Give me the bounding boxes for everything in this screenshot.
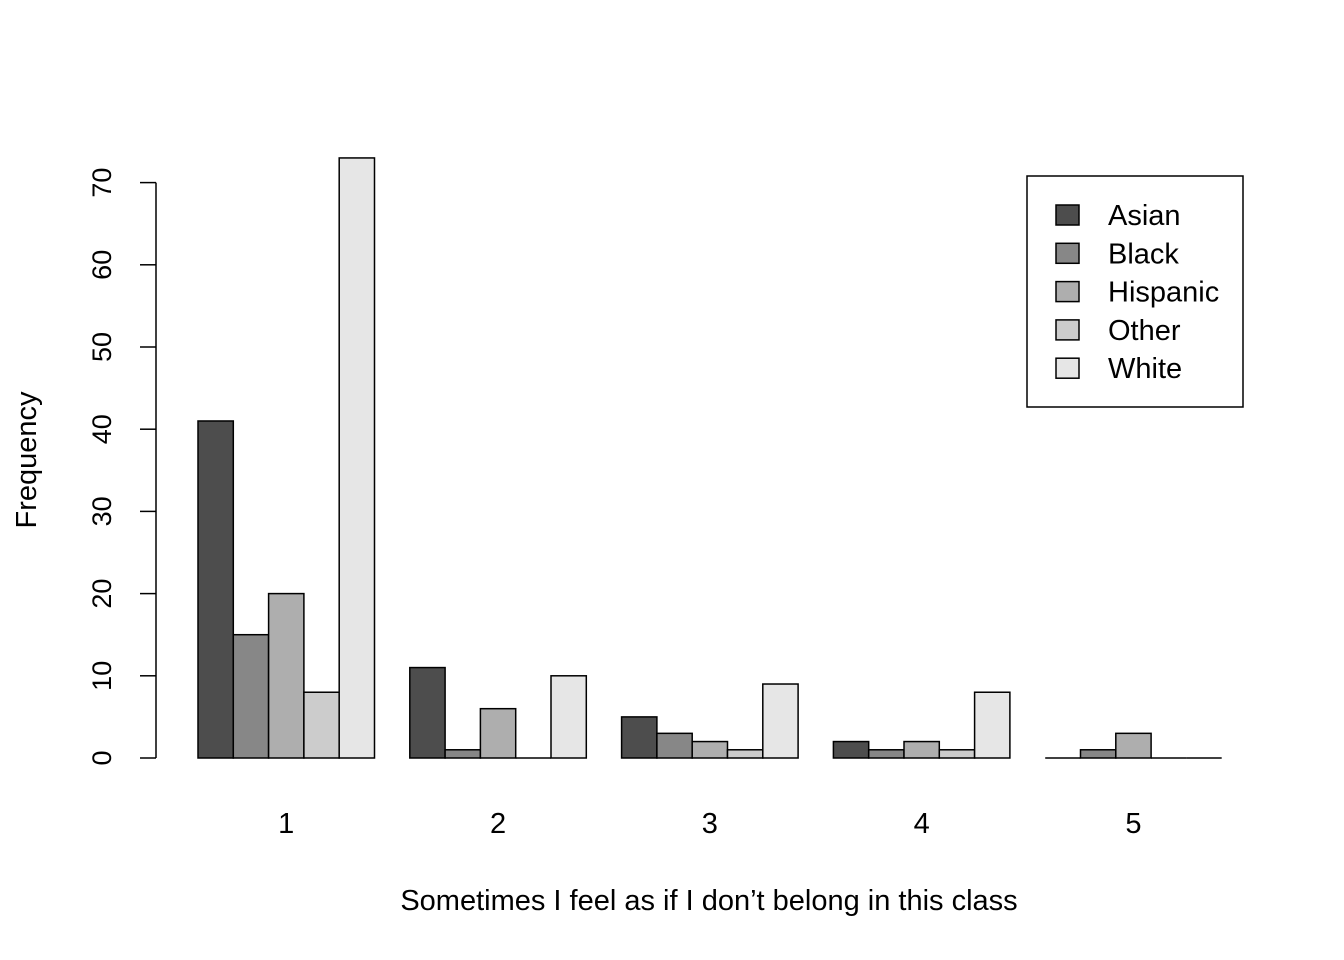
x-axis-label: Sometimes I feel as if I don’t belong in… bbox=[400, 885, 1017, 917]
legend-label-hispanic: Hispanic bbox=[1108, 277, 1219, 309]
legend-swatch-white bbox=[1055, 357, 1080, 379]
bar-asian-4 bbox=[832, 740, 870, 759]
bar-white-3 bbox=[762, 683, 799, 759]
bar-hispanic-5 bbox=[1115, 732, 1152, 759]
bar-hispanic-4 bbox=[903, 740, 941, 759]
x-tick-label: 3 bbox=[702, 808, 718, 840]
y-axis: 0 10 20 30 40 50 60 70 bbox=[87, 168, 157, 766]
bar-white-4 bbox=[973, 691, 1011, 759]
y-tick-label: 70 bbox=[87, 168, 117, 198]
y-tick-label: 20 bbox=[87, 579, 117, 609]
bar-other-4 bbox=[938, 749, 976, 759]
bar-other-3 bbox=[726, 749, 764, 759]
legend-swatch-hispanic bbox=[1055, 280, 1080, 303]
legend-label-white: White bbox=[1108, 353, 1182, 385]
bar-black-5 bbox=[1079, 749, 1117, 759]
legend-swatch-black bbox=[1055, 242, 1080, 265]
bar-hispanic-1 bbox=[267, 592, 305, 759]
x-tick-label: 4 bbox=[914, 808, 930, 840]
legend-label-other: Other bbox=[1108, 315, 1181, 347]
bar-asian-2 bbox=[409, 666, 446, 759]
bar-hispanic-3 bbox=[691, 740, 729, 759]
bar-black-4 bbox=[867, 749, 905, 759]
y-tick-label: 50 bbox=[87, 332, 117, 362]
x-tick-label: 1 bbox=[278, 808, 294, 840]
bar-asian-3 bbox=[620, 716, 658, 759]
bar-black-2 bbox=[444, 749, 482, 759]
bar-white-1 bbox=[338, 157, 376, 759]
bar-black-3 bbox=[656, 732, 693, 759]
legend-swatch-other bbox=[1055, 319, 1080, 341]
bar-white-2 bbox=[550, 675, 588, 759]
bar-other-1 bbox=[303, 691, 340, 759]
legend-label-asian: Asian bbox=[1108, 200, 1181, 232]
x-axis-tick-labels: 1 2 3 4 5 bbox=[278, 808, 1141, 840]
bar-asian-1 bbox=[197, 420, 235, 759]
bar-black-1 bbox=[232, 633, 270, 759]
legend-label-black: Black bbox=[1108, 238, 1179, 270]
y-tick-label: 0 bbox=[87, 750, 117, 765]
y-tick-label: 30 bbox=[87, 496, 117, 526]
bar-hispanic-2 bbox=[479, 707, 517, 759]
x-tick-label: 2 bbox=[490, 808, 506, 840]
y-axis-label: Frequency bbox=[11, 391, 43, 529]
legend-swatch-asian bbox=[1055, 204, 1080, 226]
y-tick-label: 60 bbox=[87, 250, 117, 280]
y-tick-label: 10 bbox=[87, 661, 117, 691]
bars bbox=[197, 157, 1222, 759]
y-tick-label: 40 bbox=[87, 414, 117, 444]
x-tick-label: 5 bbox=[1125, 808, 1141, 840]
legend: Asian Black Hispanic Other White bbox=[1026, 175, 1244, 408]
